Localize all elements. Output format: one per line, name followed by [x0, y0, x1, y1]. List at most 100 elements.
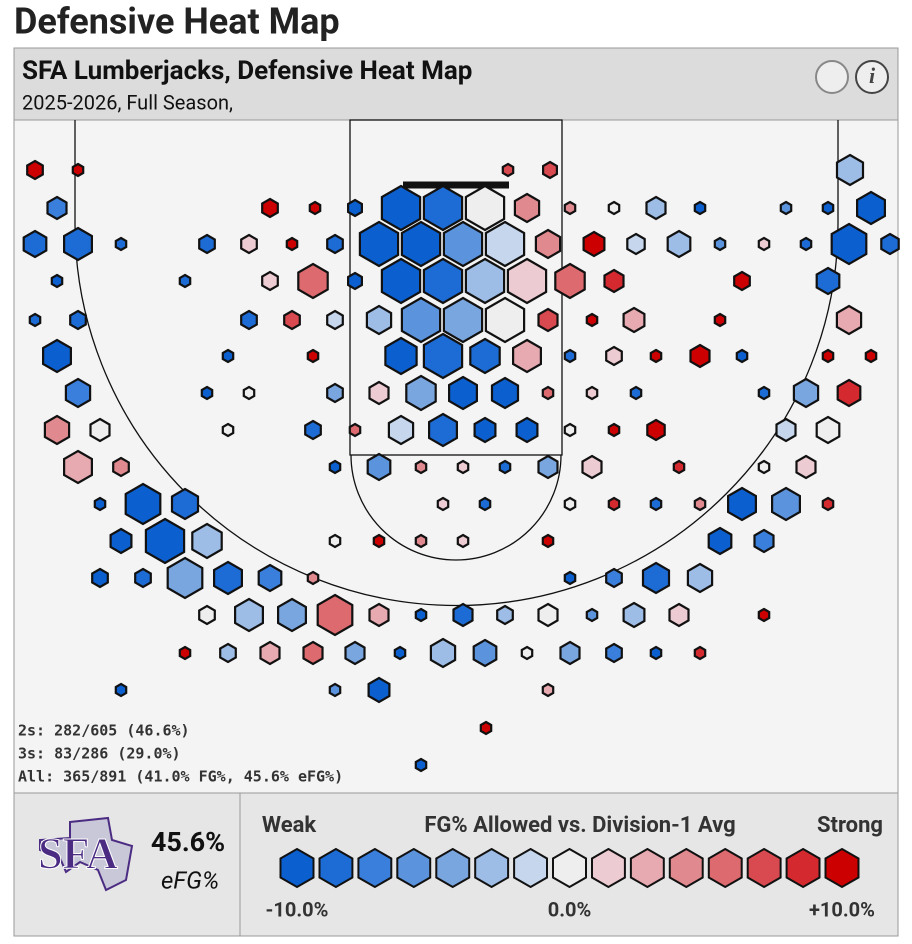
shot-hex	[414, 533, 428, 549]
shot-hex	[93, 496, 107, 512]
legend-swatch	[591, 847, 626, 889]
shot-hex	[501, 162, 515, 178]
shot-hex	[221, 348, 235, 364]
shot-hex	[302, 640, 324, 666]
shot-hex	[261, 197, 279, 219]
shot-hex	[693, 645, 707, 661]
shot-hex	[344, 640, 366, 666]
shot-hex	[366, 452, 392, 482]
shot-hex	[649, 645, 663, 661]
shot-hex	[448, 375, 478, 411]
shot-hex	[581, 454, 603, 480]
shot-hex	[178, 645, 192, 661]
shot-hex	[686, 562, 714, 594]
shot-hex	[484, 220, 526, 268]
shot-hex	[134, 567, 152, 589]
shot-hex	[646, 418, 666, 442]
legend-swatch	[629, 847, 665, 889]
shot-hex	[26, 159, 44, 181]
shot-hex	[422, 184, 464, 232]
shot-hex	[348, 422, 362, 438]
shot-hex	[541, 682, 555, 698]
shot-hex	[452, 602, 474, 628]
shot-hex	[422, 257, 464, 305]
legend: -10.0% 0.0% +10.0%	[266, 847, 875, 921]
legend-swatch	[357, 847, 393, 889]
shot-hex	[259, 640, 281, 666]
shot-hex	[304, 419, 322, 441]
toggle-button[interactable]	[815, 60, 849, 94]
shot-hex	[64, 377, 92, 409]
shot-hex	[473, 416, 497, 444]
legend-swatch	[824, 847, 860, 889]
shot-hex	[429, 637, 457, 669]
shot-hex	[757, 385, 771, 401]
shot-hex	[191, 522, 223, 560]
shot-hex	[585, 607, 599, 623]
shot-hex	[563, 570, 577, 586]
legend-tick-label: 0.0%	[548, 897, 592, 921]
shot-hex	[629, 385, 643, 401]
logo-text: SFA	[38, 829, 118, 878]
shot-hex	[144, 517, 186, 565]
stat-line: 2s: 282/605 (46.6%)	[18, 722, 190, 740]
legend-low: Weak	[262, 813, 317, 838]
shot-hex	[358, 220, 400, 268]
shot-hex	[541, 160, 559, 180]
shot-hex	[490, 376, 520, 410]
shot-hex	[541, 533, 555, 549]
shot-hex	[626, 232, 646, 256]
shot-hex	[277, 597, 307, 633]
shot-hex	[367, 676, 391, 704]
shot-hex	[757, 236, 771, 252]
info-button[interactable]	[855, 60, 889, 94]
shot-hex	[559, 640, 581, 666]
shot-hex	[792, 377, 820, 409]
shot-hex	[511, 338, 543, 374]
shot-hex	[62, 226, 94, 262]
shot-hex	[563, 422, 577, 438]
shot-hex	[799, 236, 813, 252]
shot-hex	[689, 343, 711, 369]
shot-hex	[297, 262, 329, 300]
page-title: Defensive Heat Map	[14, 1, 340, 43]
shot-hex	[46, 195, 68, 221]
shot-hex	[622, 306, 646, 334]
shot-hex	[405, 374, 437, 412]
shot-hex	[43, 414, 71, 446]
shot-hex	[422, 332, 464, 380]
shot-hex	[442, 296, 484, 344]
shot-hex	[306, 348, 320, 364]
shot-hex	[456, 459, 470, 475]
header-title: SFA Lumberjacks, Defensive Heat Map	[22, 56, 472, 86]
shot-hex	[770, 486, 802, 522]
shot-hex	[347, 271, 363, 291]
shot-hex	[91, 567, 109, 589]
shot-hex	[649, 496, 663, 512]
shot-hex	[835, 153, 865, 187]
logo-shape	[39, 816, 134, 892]
shot-hex	[713, 236, 727, 252]
shot-hex	[316, 593, 354, 637]
shot-hex	[607, 496, 621, 512]
shot-hex	[585, 385, 599, 401]
shot-hex	[261, 270, 279, 292]
shot-hex	[240, 309, 258, 331]
shot-hex	[835, 304, 863, 336]
shot-hex	[836, 378, 862, 408]
stat-line: 3s: 83/286 (29.0%)	[18, 745, 181, 763]
legend-swatch	[318, 847, 354, 889]
shot-hex	[89, 417, 111, 443]
shot-hex	[368, 602, 390, 628]
shot-hex	[393, 645, 407, 661]
shot-hex	[166, 556, 204, 600]
shot-hex	[283, 309, 301, 331]
shot-hex	[775, 417, 797, 443]
shot-hex	[537, 307, 559, 333]
shot-hex	[114, 682, 128, 698]
legend-swatch	[474, 847, 510, 889]
shot-hex	[472, 638, 498, 668]
shot-hex	[605, 567, 623, 589]
shot-hex	[240, 233, 258, 255]
